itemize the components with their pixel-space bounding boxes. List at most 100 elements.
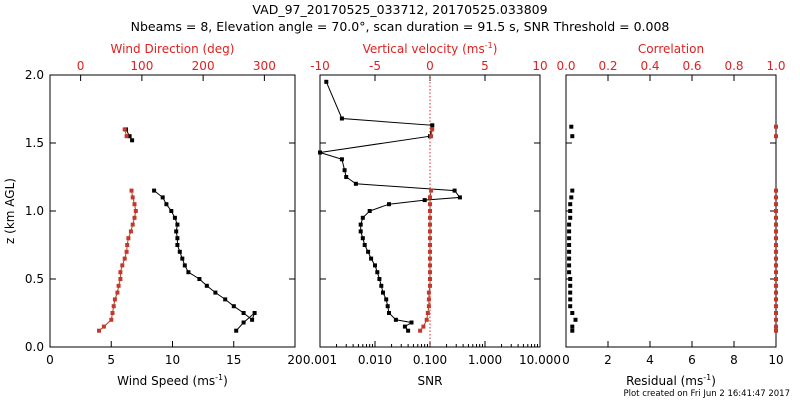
x-top-tick-label: 0.2 [598, 59, 617, 73]
series-0-point [568, 304, 573, 309]
series-1-point [130, 195, 135, 200]
series-0-point [381, 290, 385, 295]
x-top-tick-label: 0 [426, 59, 434, 73]
x-bottom-axis-title: SNR [418, 374, 443, 388]
series-0-point [570, 188, 575, 193]
series-1-point [774, 215, 778, 220]
x-bottom-tick-label: 2 [604, 353, 612, 367]
x-top-tick-label: 0.6 [682, 59, 701, 73]
series-0-point [568, 209, 573, 213]
series-1-point [129, 188, 134, 193]
series-1-point [428, 249, 432, 254]
x-top-tick-label: 300 [253, 59, 276, 73]
series-0-point [318, 150, 322, 155]
series-1-point [132, 215, 137, 220]
series-0-point [406, 328, 411, 333]
series-0-point [339, 157, 344, 162]
series-0-point [344, 175, 349, 179]
y-tick-label: 2.0 [25, 68, 44, 82]
series-0-point [172, 215, 177, 220]
series-1-point [428, 243, 432, 247]
x-top-axis-title: Vertical velocity (ms-1) [363, 41, 498, 56]
series-0-point [241, 311, 246, 315]
series-1-line [419, 190, 432, 332]
x-top-tick-label: 0.4 [640, 59, 659, 73]
figure-title: VAD_97_20170525_033712, 20170525.033809 [252, 2, 547, 17]
series-0-point [223, 297, 228, 302]
series-0-point [213, 290, 218, 295]
series-1-point [774, 249, 778, 254]
series-0-point [339, 116, 344, 121]
series-0-point [180, 256, 185, 261]
series-1-point [774, 317, 778, 322]
series-0-point [177, 249, 182, 254]
series-1-point [120, 263, 125, 268]
series-1-point [125, 243, 130, 247]
series-1-point [426, 297, 431, 302]
series-0-point [457, 195, 462, 200]
series-0-point [567, 229, 572, 234]
x-top-tick-label: -10 [310, 59, 330, 73]
x-top-tick-label: 5 [481, 59, 489, 73]
x-bottom-tick-label: 10 [768, 353, 783, 367]
series-0-point [358, 222, 363, 227]
x-bottom-tick-label: 0.010 [358, 353, 392, 367]
series-0-point [369, 256, 374, 261]
x-top-tick-label: 0.8 [724, 59, 743, 73]
x-bottom-tick-label: 10.000 [519, 353, 561, 367]
series-0-point [175, 236, 180, 241]
series-0-point [568, 283, 573, 288]
series-1-point [428, 215, 432, 220]
series-1-point [122, 256, 127, 261]
series-0-point [384, 297, 389, 302]
series-1-point [122, 127, 127, 132]
series-0-point [175, 222, 180, 227]
x-bottom-axis-title: Residual (ms-1) [626, 373, 716, 388]
series-1-point [133, 209, 138, 213]
series-1-point [428, 202, 432, 207]
series-1-point [130, 222, 135, 227]
series-1-point [774, 195, 778, 200]
series-0-line [153, 190, 256, 332]
series-1-point [128, 229, 133, 234]
x-top-tick-label: 10 [532, 59, 547, 73]
series-0-point [197, 277, 202, 281]
plot-frame [565, 74, 777, 348]
series-0-point [241, 320, 246, 325]
series-0-point [402, 324, 407, 329]
series-0-point [567, 243, 572, 247]
series-1-point [418, 328, 423, 333]
x-top-tick-label: 0 [77, 59, 85, 73]
series-1-point [774, 188, 778, 193]
series-0-point [568, 202, 573, 207]
series-1-point [774, 202, 778, 207]
series-1-point [124, 134, 129, 139]
series-1-point [115, 290, 120, 295]
series-1-point [774, 270, 778, 275]
series-1-point [112, 297, 117, 302]
series-0-point [570, 324, 575, 329]
x-bottom-tick-label: 5 [107, 353, 115, 367]
x-bottom-tick-label: 0.100 [413, 353, 447, 367]
x-bottom-tick-label: 0 [562, 353, 570, 367]
x-top-tick-label: -5 [369, 59, 381, 73]
series-0-point [367, 209, 372, 213]
series-0-point [379, 283, 384, 288]
series-1-point [774, 222, 778, 227]
x-bottom-tick-label: 1.000 [468, 353, 502, 367]
x-top-axis-title: Correlation [638, 42, 704, 56]
series-1-point [774, 243, 778, 247]
series-1-point [774, 283, 778, 288]
series-1-point [109, 317, 114, 322]
series-0-point [567, 249, 572, 254]
x-top-tick-label: 0.0 [556, 59, 575, 73]
series-1-point [428, 263, 432, 268]
series-0-point [573, 317, 578, 322]
series-1-point [429, 134, 434, 139]
series-1-point [97, 328, 101, 333]
series-0-point [375, 270, 380, 275]
x-bottom-tick-label: 0.001 [303, 353, 337, 367]
series-0-point [567, 222, 572, 227]
x-top-axis-title: Wind Direction (deg) [111, 42, 235, 56]
